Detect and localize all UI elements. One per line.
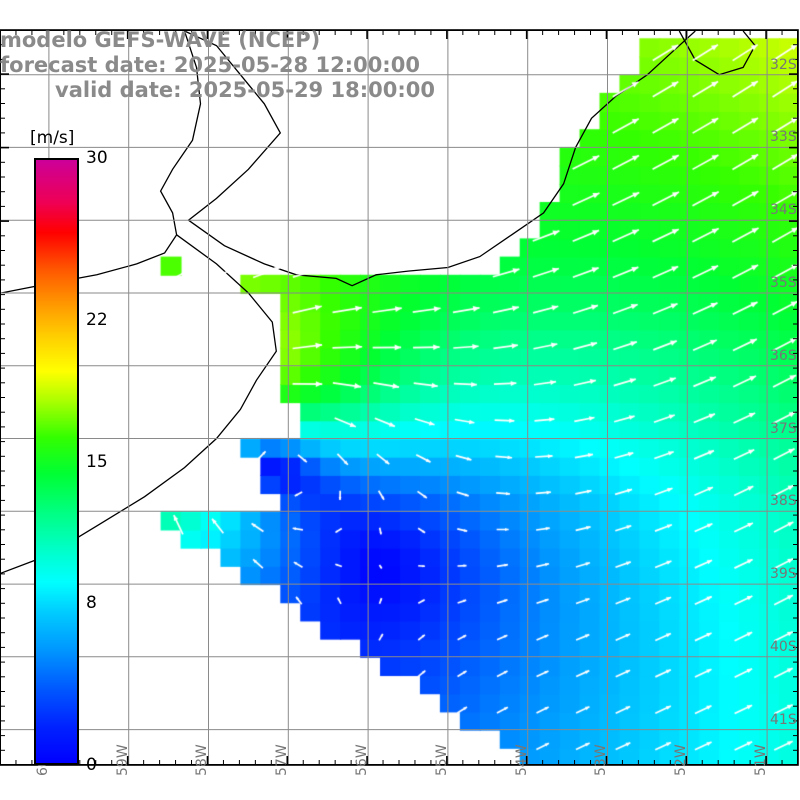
longitude-label-59W: 59W [114,744,131,776]
graticule-grid [1,31,797,764]
longitude-label-51W: 51W [753,744,770,776]
colorbar-tick-15: 15 [86,451,108,472]
colorbar[interactable] [34,158,79,765]
longitude-label-52W: 52W [673,744,690,776]
latitude-label-36S: 36S [770,347,797,364]
colorbar-gradient [34,158,79,765]
latitude-label-34S: 34S [770,202,797,219]
longitude-label-55W: 55W [433,744,450,776]
latitude-label-33S: 33S [770,129,797,146]
latitude-label-32S: 32S [770,56,797,73]
longitude-label-54W: 54W [513,744,530,776]
latitude-label-41S: 41S [770,711,797,728]
latitude-label-35S: 35S [770,274,797,291]
colorbar-tick-30: 30 [86,148,108,168]
map-plot-area[interactable] [0,30,798,765]
latitude-label-39S: 39S [770,566,797,583]
longitude-label-56W: 56W [354,744,371,776]
longitude-label-58W: 58W [194,744,211,776]
colorbar-tick-8: 8 [86,593,97,614]
latitude-label-37S: 37S [770,420,797,437]
latitude-label-38S: 38S [770,493,797,510]
colorbar-tick-22: 22 [86,309,108,330]
colorbar-tick-0: 0 [86,755,97,775]
longitude-label-57W: 57W [274,744,291,776]
longitude-label-53W: 53W [593,744,610,776]
latitude-label-40S: 40S [770,638,797,655]
colorbar-unit-label: [m/s] [30,128,75,148]
